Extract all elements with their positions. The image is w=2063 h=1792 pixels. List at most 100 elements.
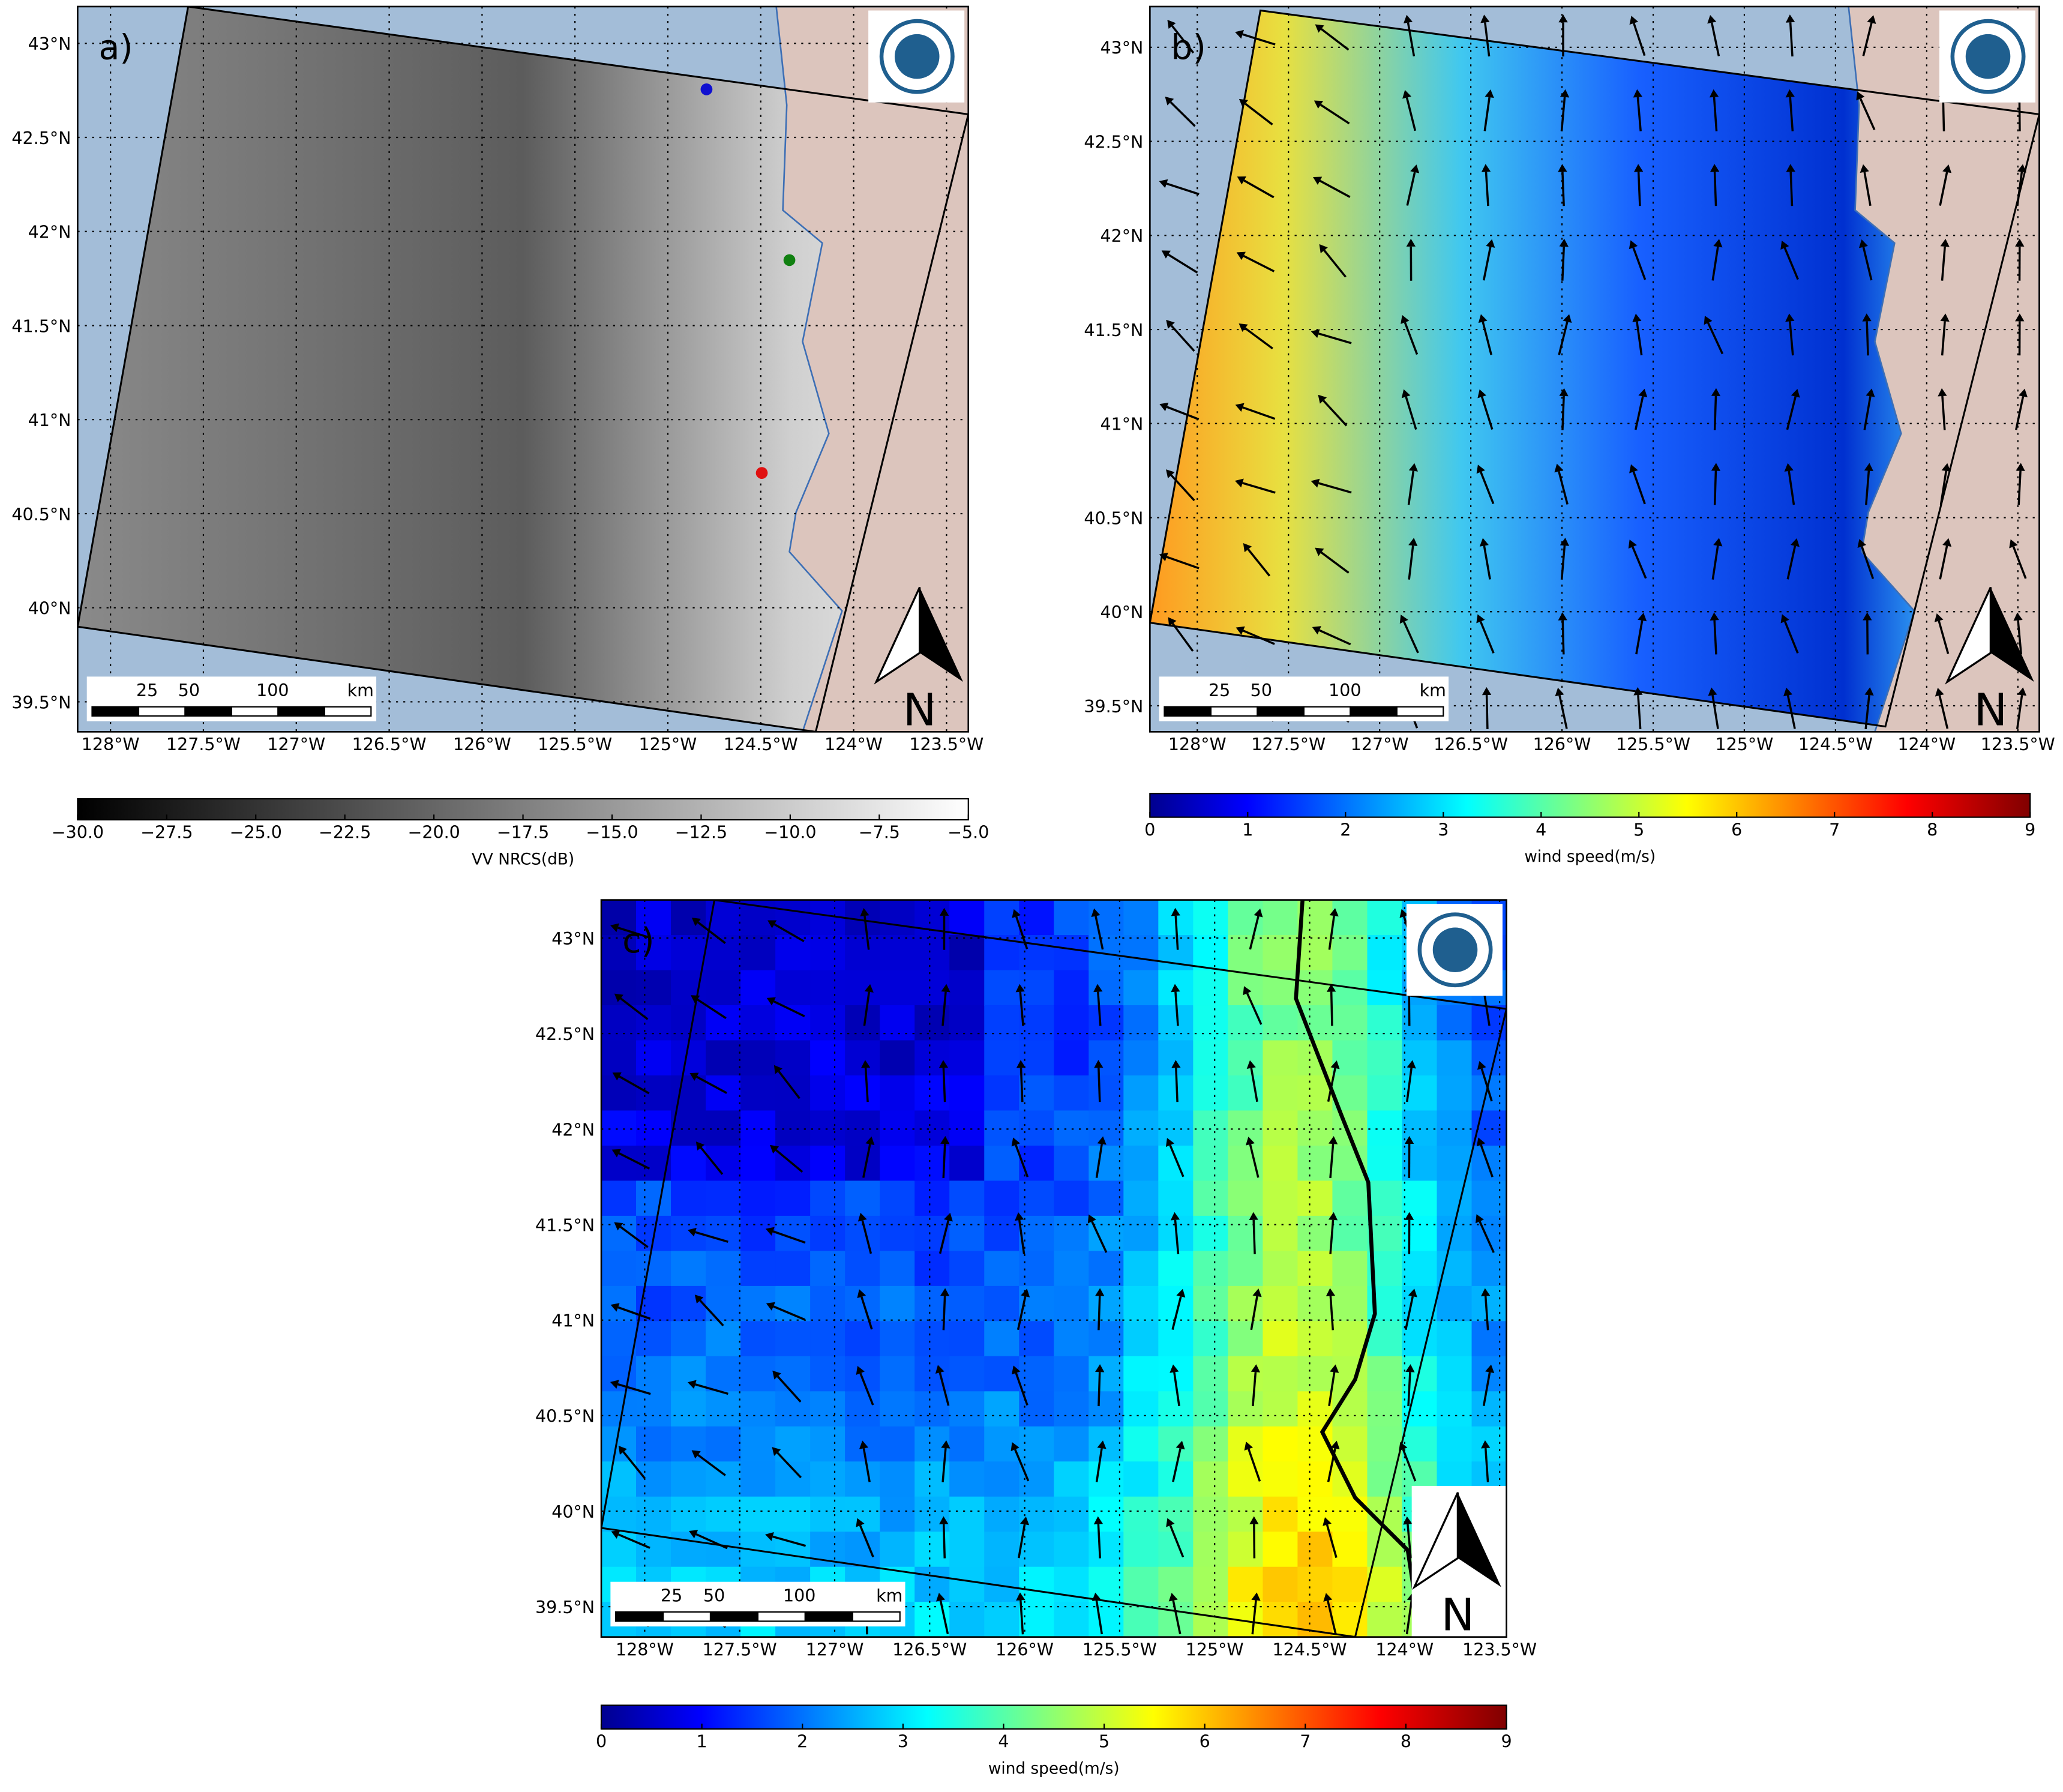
wind-cell [1089, 1215, 1125, 1252]
wind-cell [1054, 970, 1090, 1006]
wind-cell [845, 1180, 881, 1216]
colorbar-tick-label: −15.0 [586, 823, 638, 843]
map-frame [77, 5, 970, 733]
lat-tick-label: 40.5°N [1084, 508, 1143, 528]
arrow-head [1408, 538, 1418, 547]
wind-arrow [1323, 250, 1347, 278]
wind-arrow [1403, 621, 1419, 654]
wind-cell [1193, 1040, 1229, 1077]
colorbar [1149, 793, 2031, 818]
lat-tick-label: 40.5°N [11, 505, 71, 525]
wind-arrow [859, 1525, 874, 1558]
wind-cell [984, 1215, 1020, 1252]
arrow-head [1780, 614, 1789, 624]
wind-arrow [1862, 247, 1873, 281]
arrow-head [1863, 612, 1872, 621]
arrow-head [1857, 539, 1867, 549]
wind-cell [1019, 1110, 1055, 1147]
wind-arrow [2016, 695, 2023, 729]
arrow-head [1942, 538, 1952, 547]
wind-cell [845, 1532, 881, 1568]
arrow-head [1159, 179, 1168, 188]
wind-cell [671, 1461, 707, 1497]
arrow-head [941, 984, 950, 993]
wind-cell [1263, 1251, 1299, 1287]
arrow-head [1941, 463, 1951, 472]
arrow-head [1934, 613, 1944, 622]
arrow-head [1252, 1288, 1262, 1297]
wind-cell [1263, 1566, 1299, 1603]
wind-cell [845, 1391, 881, 1427]
wind-cell [1437, 1251, 1473, 1287]
colorbar-tick-label: −22.5 [319, 823, 371, 843]
arrow-head [2016, 463, 2025, 471]
wind-arrow [1246, 993, 1263, 1025]
arrow-head [1407, 1060, 1416, 1069]
colorbar [600, 1704, 1507, 1730]
arrow-head [1021, 1288, 1030, 1297]
arrow-head [1399, 909, 1409, 918]
wind-arrow [699, 1299, 724, 1327]
wind-cell [1297, 1285, 1333, 1322]
wind-arrow [1170, 101, 1196, 127]
arrow-head [1329, 908, 1339, 917]
arrow-head [1176, 1288, 1186, 1298]
wind-cell [880, 1040, 916, 1077]
arrow-head [767, 920, 777, 928]
wind-cell [775, 1040, 811, 1077]
wind-cell [949, 1040, 985, 1077]
wind-arrow [1174, 1219, 1180, 1254]
wind-cell [1019, 1356, 1055, 1392]
wind-cell [1089, 1602, 1125, 1637]
wind-cell [1437, 1110, 1473, 1147]
wind-arrow [1408, 545, 1414, 580]
wind-cell [949, 1356, 985, 1392]
wind-arrow [1097, 991, 1102, 1026]
wind-cell [1089, 1040, 1125, 1077]
swath-outline [77, 6, 968, 732]
arrow-head [1243, 543, 1252, 553]
wind-cell [1263, 1075, 1299, 1111]
wind-arrow [1170, 325, 1195, 352]
arrow-head [614, 993, 623, 1002]
wind-arrow [1250, 1068, 1258, 1102]
wind-arrow [1637, 172, 1641, 206]
arrow-head [1246, 1060, 1256, 1069]
wind-cell [775, 1075, 811, 1111]
colorbar-tick-label: −20.0 [407, 823, 460, 843]
arrow-head [1710, 164, 1720, 172]
wind-arrow [1166, 182, 1200, 196]
wind-cell [1367, 1461, 1403, 1497]
wind-cell [1263, 1180, 1299, 1216]
wind-cell [740, 1461, 776, 1497]
wind-cell [984, 1285, 1020, 1322]
wind-cell [1297, 1005, 1333, 1041]
arrow-head [1480, 14, 1490, 23]
arrow-head [689, 1072, 699, 1081]
colorbar-tick-label: −30.0 [52, 823, 104, 843]
wind-cell [1089, 1496, 1125, 1533]
lat-tick-label: 40°N [1101, 603, 1144, 622]
wind-cell [1263, 1145, 1299, 1182]
wind-cell [1158, 1391, 1194, 1427]
wind-cell [601, 1321, 637, 1357]
wind-cell [1123, 1145, 1159, 1182]
wind-arrow [1095, 1600, 1104, 1635]
arrow-head [857, 1289, 866, 1299]
wind-arrow [1863, 396, 1872, 430]
logo-inner [894, 34, 940, 79]
wind-cell [1367, 1391, 1403, 1427]
colorbar-tick-label: 2 [797, 1732, 808, 1752]
wind-cell [1297, 1251, 1333, 1287]
lat-tick-label: 42.5°N [1084, 133, 1143, 152]
lat-tick-label: 41.5°N [1084, 320, 1143, 340]
panel-label: a) [98, 28, 133, 68]
land [775, 6, 968, 732]
wind-cell [1228, 1532, 1264, 1568]
wind-cell [1367, 900, 1403, 936]
colorbar-label: VV NRCS(dB) [472, 850, 574, 868]
wind-cell [880, 1426, 916, 1463]
wind-cell [706, 1040, 742, 1077]
arrow-head [1866, 388, 1875, 397]
